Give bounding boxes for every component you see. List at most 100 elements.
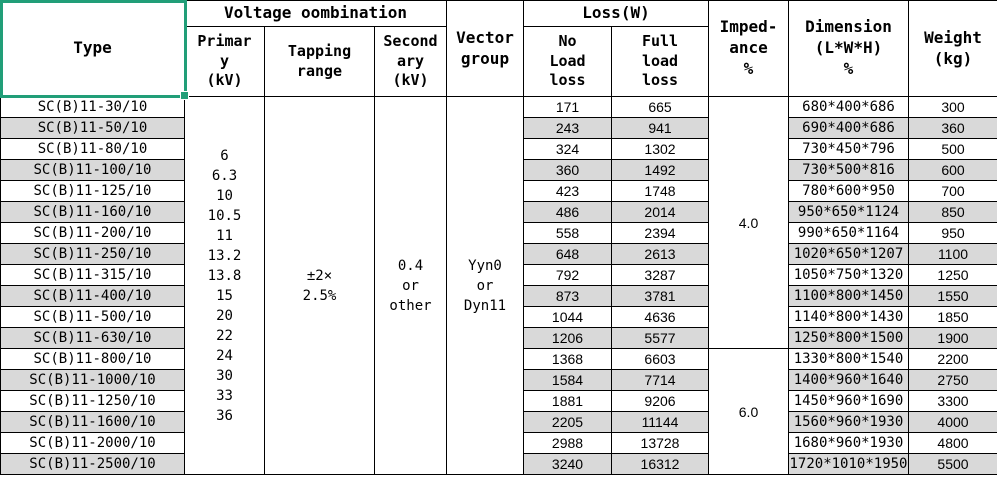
dimension-cell[interactable]: 990*650*1164 (788, 222, 909, 244)
full-load-loss-cell[interactable]: 13728 (611, 432, 709, 454)
weight-cell[interactable]: 1550 (908, 285, 997, 307)
weight-cell[interactable]: 500 (908, 138, 997, 160)
type-cell[interactable]: SC(B)11-125/10 (0, 180, 185, 202)
no-load-loss-cell[interactable]: 423 (523, 180, 612, 202)
no-load-loss-cell[interactable]: 1881 (523, 390, 612, 412)
type-cell[interactable]: SC(B)11-250/10 (0, 243, 185, 265)
dimension-cell[interactable]: 690*400*686 (788, 117, 909, 139)
no-load-loss-cell[interactable]: 360 (523, 159, 612, 181)
no-load-loss-cell[interactable]: 648 (523, 243, 612, 265)
impedance-cell-upper[interactable]: 4.0 (708, 96, 789, 349)
full-load-loss-cell[interactable]: 1302 (611, 138, 709, 160)
header-vector-group[interactable]: Vector group (446, 0, 524, 97)
no-load-loss-cell[interactable]: 486 (523, 201, 612, 223)
header-dimension[interactable]: Dimension (L*W*H) % (788, 0, 909, 97)
tapping-range-cell[interactable]: ±2× 2.5% (264, 96, 375, 475)
no-load-loss-cell[interactable]: 792 (523, 264, 612, 286)
full-load-loss-cell[interactable]: 2613 (611, 243, 709, 265)
type-cell[interactable]: SC(B)11-30/10 (0, 96, 185, 118)
no-load-loss-cell[interactable]: 873 (523, 285, 612, 307)
header-no-load-loss[interactable]: No Load loss (523, 26, 612, 97)
weight-cell[interactable]: 2200 (908, 348, 997, 370)
type-cell[interactable]: SC(B)11-1000/10 (0, 369, 185, 391)
type-cell[interactable]: SC(B)11-800/10 (0, 348, 185, 370)
weight-cell[interactable]: 950 (908, 222, 997, 244)
weight-cell[interactable]: 360 (908, 117, 997, 139)
header-full-load-loss[interactable]: Full load loss (611, 26, 709, 97)
type-cell[interactable]: SC(B)11-400/10 (0, 285, 185, 307)
type-cell[interactable]: SC(B)11-1600/10 (0, 411, 185, 433)
full-load-loss-cell[interactable]: 941 (611, 117, 709, 139)
dimension-cell[interactable]: 1020*650*1207 (788, 243, 909, 265)
weight-cell[interactable]: 2750 (908, 369, 997, 391)
weight-cell[interactable]: 4000 (908, 411, 997, 433)
dimension-cell[interactable]: 1560*960*1930 (788, 411, 909, 433)
full-load-loss-cell[interactable]: 1492 (611, 159, 709, 181)
dimension-cell[interactable]: 1140*800*1430 (788, 306, 909, 328)
header-impedance[interactable]: Imped- ance % (708, 0, 789, 97)
type-cell[interactable]: SC(B)11-80/10 (0, 138, 185, 160)
type-cell[interactable]: SC(B)11-160/10 (0, 201, 185, 223)
weight-cell[interactable]: 5500 (908, 453, 997, 475)
full-load-loss-cell[interactable]: 5577 (611, 327, 709, 349)
weight-cell[interactable]: 850 (908, 201, 997, 223)
dimension-cell[interactable]: 1100*800*1450 (788, 285, 909, 307)
dimension-cell[interactable]: 1450*960*1690 (788, 390, 909, 412)
type-cell[interactable]: SC(B)11-2500/10 (0, 453, 185, 475)
full-load-loss-cell[interactable]: 9206 (611, 390, 709, 412)
full-load-loss-cell[interactable]: 4636 (611, 306, 709, 328)
header-loss[interactable]: Loss(W) (523, 0, 709, 27)
no-load-loss-cell[interactable]: 2205 (523, 411, 612, 433)
type-cell[interactable]: SC(B)11-200/10 (0, 222, 185, 244)
full-load-loss-cell[interactable]: 2394 (611, 222, 709, 244)
full-load-loss-cell[interactable]: 665 (611, 96, 709, 118)
no-load-loss-cell[interactable]: 171 (523, 96, 612, 118)
type-cell[interactable]: SC(B)11-50/10 (0, 117, 185, 139)
full-load-loss-cell[interactable]: 1748 (611, 180, 709, 202)
type-cell[interactable]: SC(B)11-2000/10 (0, 432, 185, 454)
type-cell[interactable]: SC(B)11-500/10 (0, 306, 185, 328)
vector-group-cell[interactable]: Yyn0 or Dyn11 (446, 96, 524, 475)
type-cell[interactable]: SC(B)11-100/10 (0, 159, 185, 181)
type-cell[interactable]: SC(B)11-630/10 (0, 327, 185, 349)
header-voltage-combination[interactable]: Voltage oombination (184, 0, 447, 27)
weight-cell[interactable]: 1900 (908, 327, 997, 349)
dimension-cell[interactable]: 1400*960*1640 (788, 369, 909, 391)
type-cell[interactable]: SC(B)11-315/10 (0, 264, 185, 286)
impedance-cell-lower[interactable]: 6.0 (708, 348, 789, 475)
no-load-loss-cell[interactable]: 2988 (523, 432, 612, 454)
full-load-loss-cell[interactable]: 7714 (611, 369, 709, 391)
dimension-cell[interactable]: 1330*800*1540 (788, 348, 909, 370)
weight-cell[interactable]: 300 (908, 96, 997, 118)
dimension-cell[interactable]: 730*450*796 (788, 138, 909, 160)
dimension-cell[interactable]: 730*500*816 (788, 159, 909, 181)
full-load-loss-cell[interactable]: 3287 (611, 264, 709, 286)
dimension-cell[interactable]: 1720*1010*1950 (788, 453, 909, 475)
full-load-loss-cell[interactable]: 3781 (611, 285, 709, 307)
secondary-kv-cell[interactable]: 0.4 or other (374, 96, 447, 475)
weight-cell[interactable]: 1250 (908, 264, 997, 286)
header-secondary[interactable]: Second ary (kV) (374, 26, 447, 97)
no-load-loss-cell[interactable]: 1368 (523, 348, 612, 370)
dimension-cell[interactable]: 780*600*950 (788, 180, 909, 202)
no-load-loss-cell[interactable]: 1044 (523, 306, 612, 328)
dimension-cell[interactable]: 1050*750*1320 (788, 264, 909, 286)
no-load-loss-cell[interactable]: 1206 (523, 327, 612, 349)
primary-kv-cell[interactable]: 6 6.3 10 10.5 11 13.2 13.8 15 20 22 24 3… (184, 96, 265, 475)
weight-cell[interactable]: 3300 (908, 390, 997, 412)
no-load-loss-cell[interactable]: 558 (523, 222, 612, 244)
no-load-loss-cell[interactable]: 324 (523, 138, 612, 160)
no-load-loss-cell[interactable]: 3240 (523, 453, 612, 475)
header-primary[interactable]: Primar y (kV) (184, 26, 265, 97)
dimension-cell[interactable]: 1680*960*1930 (788, 432, 909, 454)
weight-cell[interactable]: 600 (908, 159, 997, 181)
header-weight[interactable]: Weight (kg) (908, 0, 997, 97)
no-load-loss-cell[interactable]: 1584 (523, 369, 612, 391)
full-load-loss-cell[interactable]: 16312 (611, 453, 709, 475)
full-load-loss-cell[interactable]: 2014 (611, 201, 709, 223)
dimension-cell[interactable]: 680*400*686 (788, 96, 909, 118)
type-cell[interactable]: SC(B)11-1250/10 (0, 390, 185, 412)
weight-cell[interactable]: 1100 (908, 243, 997, 265)
full-load-loss-cell[interactable]: 11144 (611, 411, 709, 433)
dimension-cell[interactable]: 950*650*1124 (788, 201, 909, 223)
